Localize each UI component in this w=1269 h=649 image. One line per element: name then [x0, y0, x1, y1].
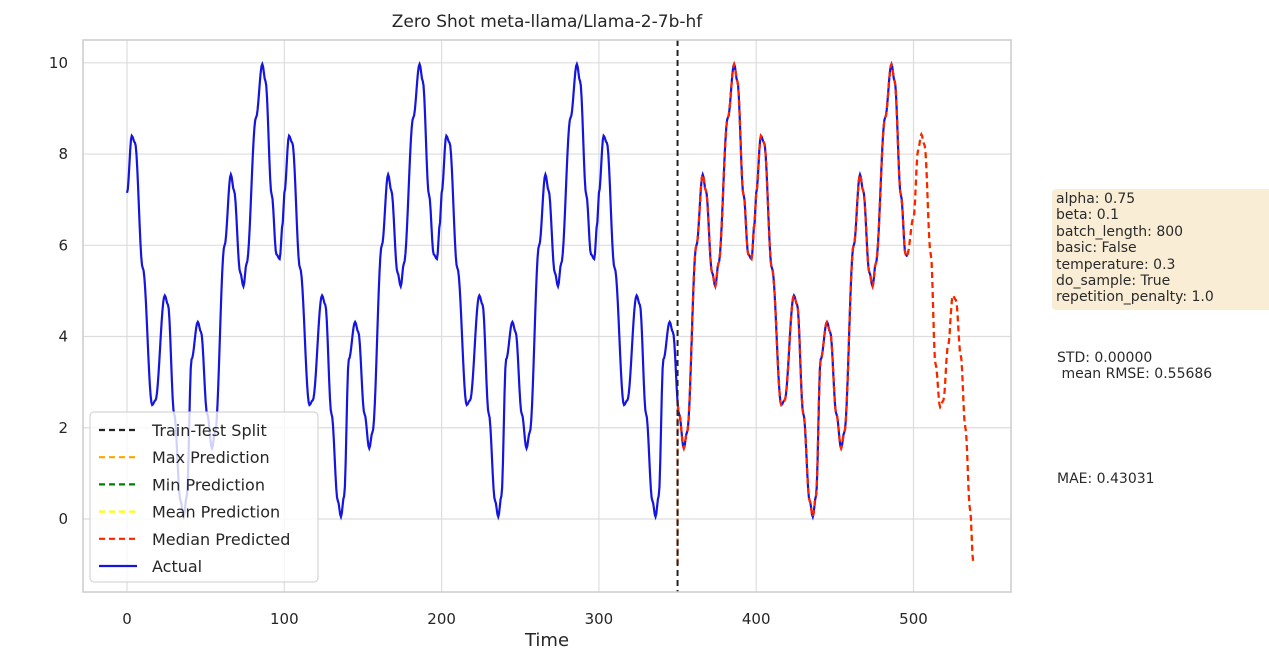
y-tick-label: 10 [49, 54, 68, 72]
legend-label: Median Predicted [152, 530, 290, 549]
mae-stat: MAE: 0.43031 [1057, 471, 1155, 487]
legend-label: Max Prediction [152, 448, 270, 467]
x-tick-label: 0 [122, 610, 132, 628]
x-tick-label: 200 [427, 610, 456, 628]
std-stat: STD: 0.00000 [1057, 350, 1153, 366]
y-tick-label: 6 [58, 236, 68, 254]
x-tick-label: 400 [742, 610, 771, 628]
legend-label: Train-Test Split [151, 421, 267, 440]
legend-label: Mean Prediction [152, 503, 280, 522]
legend: Train-Test Split Max Prediction Min Predic… [89, 411, 319, 583]
y-tick-label: 2 [58, 419, 68, 437]
x-tick-label: 300 [585, 610, 614, 628]
actual-line [125, 60, 909, 521]
x-tick-label: 100 [270, 610, 299, 628]
series-layer [125, 40, 975, 592]
parameter-box: alpha: 0.75 beta: 0.1 batch_length: 800 … [1052, 189, 1269, 310]
y-tick-label: 8 [58, 145, 68, 163]
ticks: 0 100 200 300 400 500 0 2 4 6 8 10 [49, 54, 928, 628]
legend-box [89, 411, 319, 583]
legend-label: Min Prediction [152, 475, 265, 494]
rmse-stat: mean RMSE: 0.55686 [1057, 366, 1213, 382]
plot-frame [82, 39, 1012, 593]
x-axis-label: Time [524, 630, 569, 649]
param-repetition-penalty: repetition_penalty: 1.0 [1056, 289, 1214, 306]
param-beta: beta: 0.1 [1056, 207, 1119, 224]
y-tick-label: 4 [58, 328, 68, 346]
param-do-sample: do_sample: True [1056, 273, 1171, 290]
y-tick-label: 0 [58, 510, 68, 528]
legend-label: Actual [152, 557, 202, 576]
x-tick-label: 500 [899, 610, 928, 628]
param-alpha: alpha: 0.75 [1056, 191, 1136, 207]
param-temperature: temperature: 0.3 [1056, 256, 1176, 273]
median-prediction-line [676, 60, 975, 565]
chart-title: Zero Shot meta-llama/Llama-2-7b-hf [392, 12, 704, 32]
param-batch-length: batch_length: 800 [1056, 223, 1184, 240]
param-basic: basic: False [1056, 240, 1137, 257]
